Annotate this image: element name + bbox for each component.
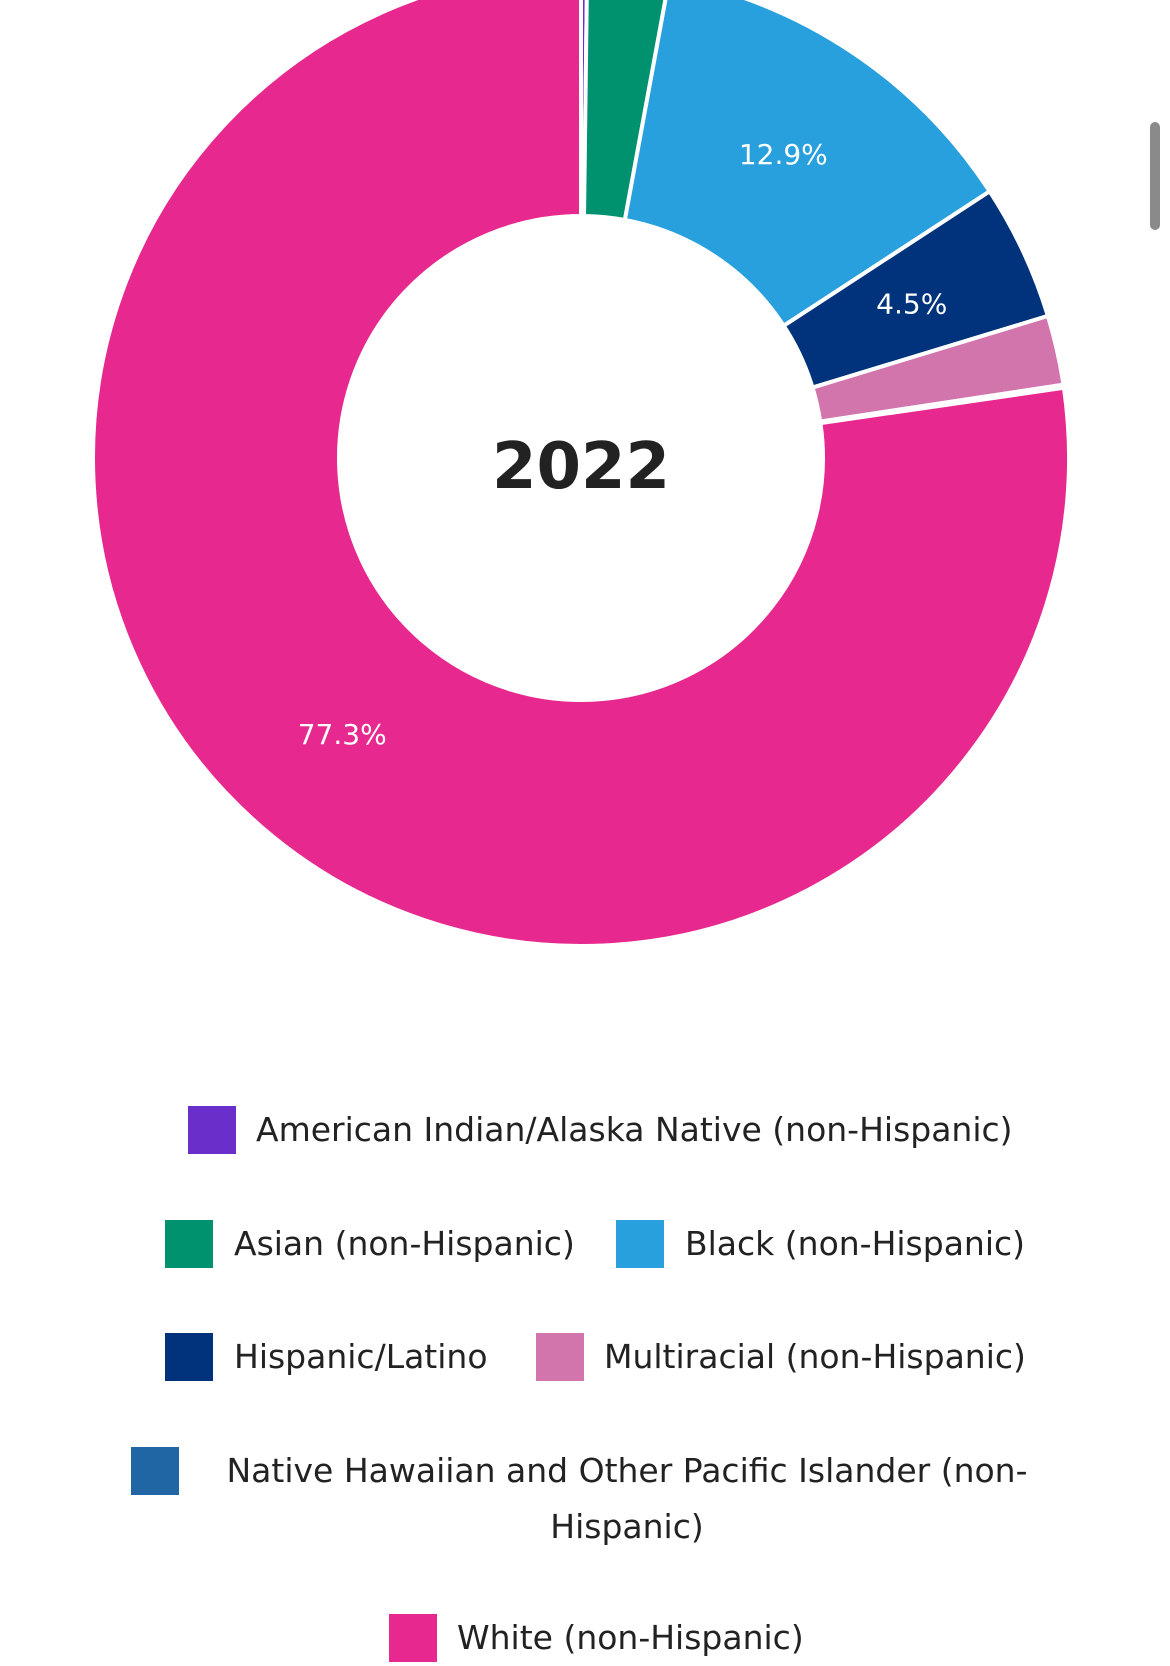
slice-data-label-2: 12.9% xyxy=(739,138,828,171)
donut-chart: 12.9% 4.5% 77.3% 2022 xyxy=(91,0,1071,948)
legend-swatch xyxy=(165,1220,213,1268)
legend-swatch xyxy=(188,1106,236,1154)
slice-2[interactable] xyxy=(622,0,992,328)
legend-label: Asian (non-Hispanic) xyxy=(234,1224,575,1263)
legend-swatch xyxy=(165,1333,213,1381)
legend-swatch xyxy=(536,1333,584,1381)
slice-data-label-6: 77.3% xyxy=(298,718,387,751)
legend-label: White (non-Hispanic) xyxy=(457,1618,804,1657)
slice-data-label-3: 4.5% xyxy=(876,288,947,321)
legend-swatch xyxy=(616,1220,664,1268)
legend-swatch xyxy=(131,1447,179,1495)
legend-label: Multiracial (non-Hispanic) xyxy=(604,1337,1026,1376)
legend-label: Black (non-Hispanic) xyxy=(685,1224,1026,1263)
chart-center-title: 2022 xyxy=(492,430,670,504)
scrollbar-thumb[interactable] xyxy=(1150,122,1160,230)
legend-swatch xyxy=(389,1614,437,1662)
legend-label: Native Hawaiian and Other Pacific Island… xyxy=(226,1451,1028,1546)
legend-label: Hispanic/Latino xyxy=(234,1337,488,1376)
legend-label: American Indian/Alaska Native (non-Hispa… xyxy=(256,1110,1013,1149)
slice-6[interactable] xyxy=(91,0,1071,948)
